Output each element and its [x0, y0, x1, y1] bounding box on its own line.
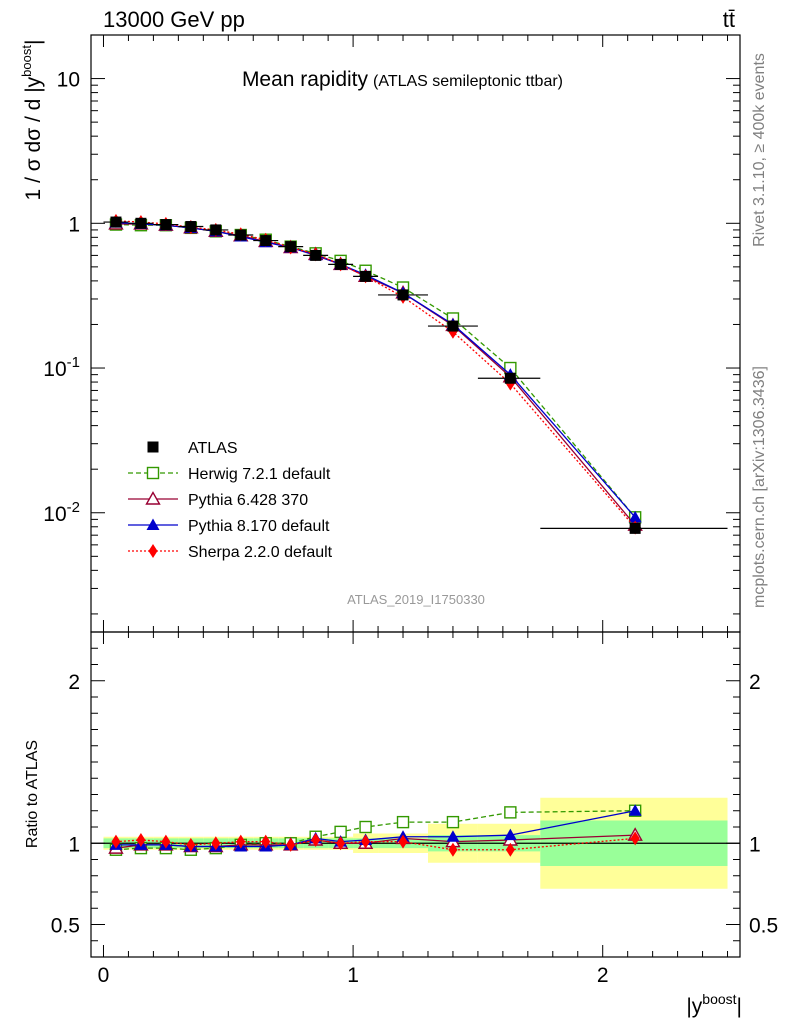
data-point: [135, 217, 147, 229]
data-point: [397, 289, 409, 301]
ratio-panel-frame: [90, 631, 741, 958]
ratio-point: [504, 806, 517, 819]
data-point: [185, 221, 197, 233]
y-tick-label-ratio-right: 2: [749, 671, 761, 694]
data-point: [210, 224, 222, 236]
chart-title: Mean rapidity: [242, 68, 369, 91]
x-tick-label: 1: [347, 964, 359, 987]
x-tick-label: 0: [98, 964, 110, 987]
analysis-id-label: ATLAS_2019_I1750330: [347, 592, 485, 607]
ratio-point: [505, 842, 515, 857]
legend-label: ATLAS: [188, 440, 238, 457]
chart-subtitle: (ATLAS semileptonic ttbar): [373, 73, 563, 90]
y-tick-label-ratio: 2: [68, 671, 80, 694]
main-series-group: [103, 213, 728, 535]
y-tick-label-ratio-right: 0.5: [749, 915, 778, 938]
main-panel-frame: [90, 34, 741, 633]
ratio-point: [503, 828, 517, 841]
y-tick-label-ratio: 0.5: [51, 915, 80, 938]
legend-label: Pythia 6.428 370: [188, 492, 308, 509]
data-point: [160, 219, 172, 231]
series-atlas: [103, 216, 728, 534]
ratio-point: [211, 836, 221, 851]
main-panel: 10 1 10-1 10-2 Mean rapidity (ATLAS semilep…: [43, 34, 741, 633]
y-tick-label-main: 10-2: [43, 499, 80, 526]
legend-entry: Pythia 8.170 default: [128, 518, 330, 535]
ratio-point: [446, 815, 460, 829]
ratio-series-group: [108, 804, 643, 857]
svg-text:1 / σ dσ / d |yboost|: 1 / σ dσ / d |yboost|: [19, 40, 45, 201]
ratio-point: [361, 834, 371, 849]
ratio-point: [628, 804, 642, 816]
ratio-point: [336, 836, 346, 851]
legend-marker: [147, 441, 159, 453]
legend-entry: Sherpa 2.2.0 default: [128, 544, 333, 561]
data-point: [360, 270, 372, 282]
legend-label: Sherpa 2.2.0 default: [188, 544, 333, 561]
ratio-series-sherpa-2-2-0-default: [111, 831, 640, 857]
main-axes: 10 1 10-1 10-2: [43, 34, 740, 632]
ratio-point: [136, 833, 146, 847]
data-point: [110, 216, 122, 228]
x-axis-label: |yboost|: [686, 991, 742, 1018]
ratio-point: [236, 834, 246, 849]
legend-entry: Herwig 7.2.1 default: [128, 466, 331, 483]
data-point: [629, 522, 641, 534]
ratio-point: [311, 833, 321, 847]
process-label: tt̄: [723, 7, 735, 32]
data-point: [310, 249, 322, 261]
ratio-point: [630, 831, 640, 846]
ratio-point: [398, 834, 408, 849]
ratio-point: [186, 837, 196, 852]
ratio-point: [448, 842, 458, 857]
legend-marker: [146, 466, 160, 480]
ratio-line: [115, 810, 636, 851]
legend: ATLAS Herwig 7.2.1 default Pythia 6.428 37…: [128, 440, 333, 561]
data-point: [260, 235, 272, 247]
legend-marker: [145, 491, 161, 505]
data-point: [628, 510, 642, 523]
energy-label: 13000 GeV pp: [103, 7, 245, 32]
legend-marker: [146, 518, 160, 530]
ratio-axes: 0 1 2 2 2 1 1 0.5 0.5: [51, 632, 778, 987]
y-axis-label-ratio: Ratio to ATLAS: [24, 740, 41, 848]
x-tick-label: 2: [597, 964, 609, 987]
legend-label: Herwig 7.2.1 default: [188, 466, 331, 483]
rivet-label: Rivet 3.1.10, ≥ 400k events: [751, 53, 768, 247]
data-point: [235, 229, 247, 241]
y-tick-label-ratio: 1: [68, 833, 80, 856]
legend-marker: [148, 544, 158, 558]
ratio-point: [261, 834, 271, 849]
data-point: [504, 372, 516, 384]
ratio-point: [286, 837, 296, 852]
legend-label: Pythia 8.170 default: [188, 518, 330, 535]
data-point: [335, 258, 347, 270]
y-axis-label-main: 1 / σ dσ / d |yboost|: [19, 40, 45, 201]
y-tick-label-main: 10: [57, 69, 80, 92]
legend-entry: Pythia 6.428 370: [128, 491, 308, 509]
data-point: [447, 320, 459, 332]
legend-entry: ATLAS: [147, 440, 238, 457]
y-tick-label-main: 1: [68, 213, 80, 236]
mcplots-label: mcplots.cern.ch [arXiv:1306.3436]: [751, 366, 768, 608]
data-point: [285, 241, 297, 253]
ratio-panel: 0 1 2 2 2 1 1 0.5 0.5: [51, 631, 778, 987]
ratio-point: [446, 830, 460, 842]
series-pythia-6-428-370: [108, 216, 643, 531]
ratio-point: [111, 834, 121, 849]
series-sherpa-2-2-0-default: [111, 213, 640, 535]
ratio-point: [161, 834, 171, 849]
y-tick-label-ratio-right: 1: [749, 833, 761, 856]
ratio-point: [359, 820, 372, 834]
y-tick-label-main: 10-1: [43, 354, 80, 381]
ratio-point: [396, 815, 410, 829]
